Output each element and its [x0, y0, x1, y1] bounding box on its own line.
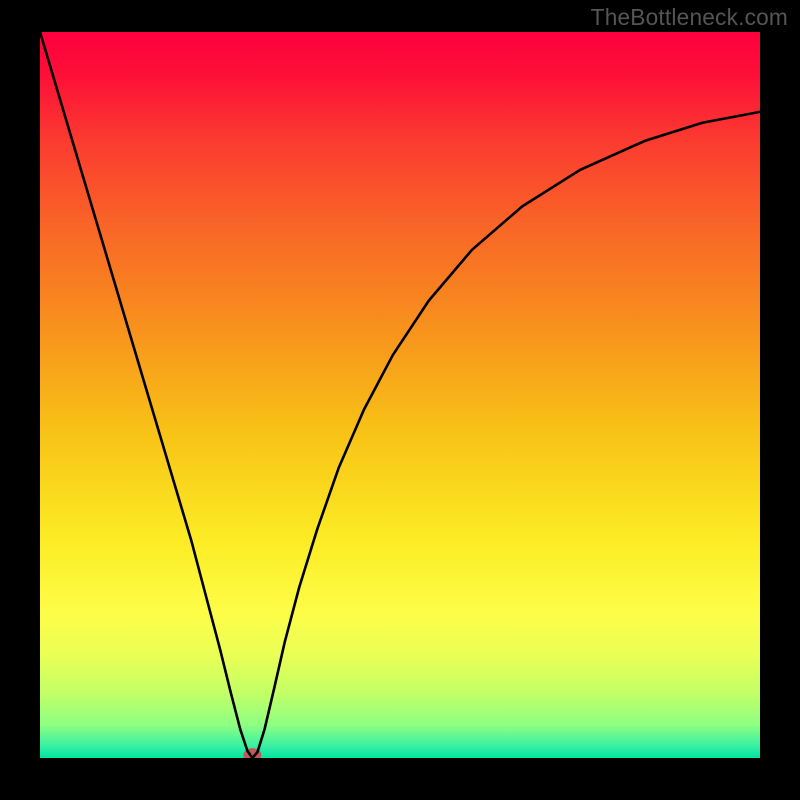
attribution-text: TheBottleneck.com: [591, 4, 788, 31]
plot-area: [40, 32, 760, 758]
chart-frame: TheBottleneck.com: [0, 0, 800, 800]
bottleneck-curve: [40, 32, 760, 758]
curve-layer: [40, 32, 760, 758]
